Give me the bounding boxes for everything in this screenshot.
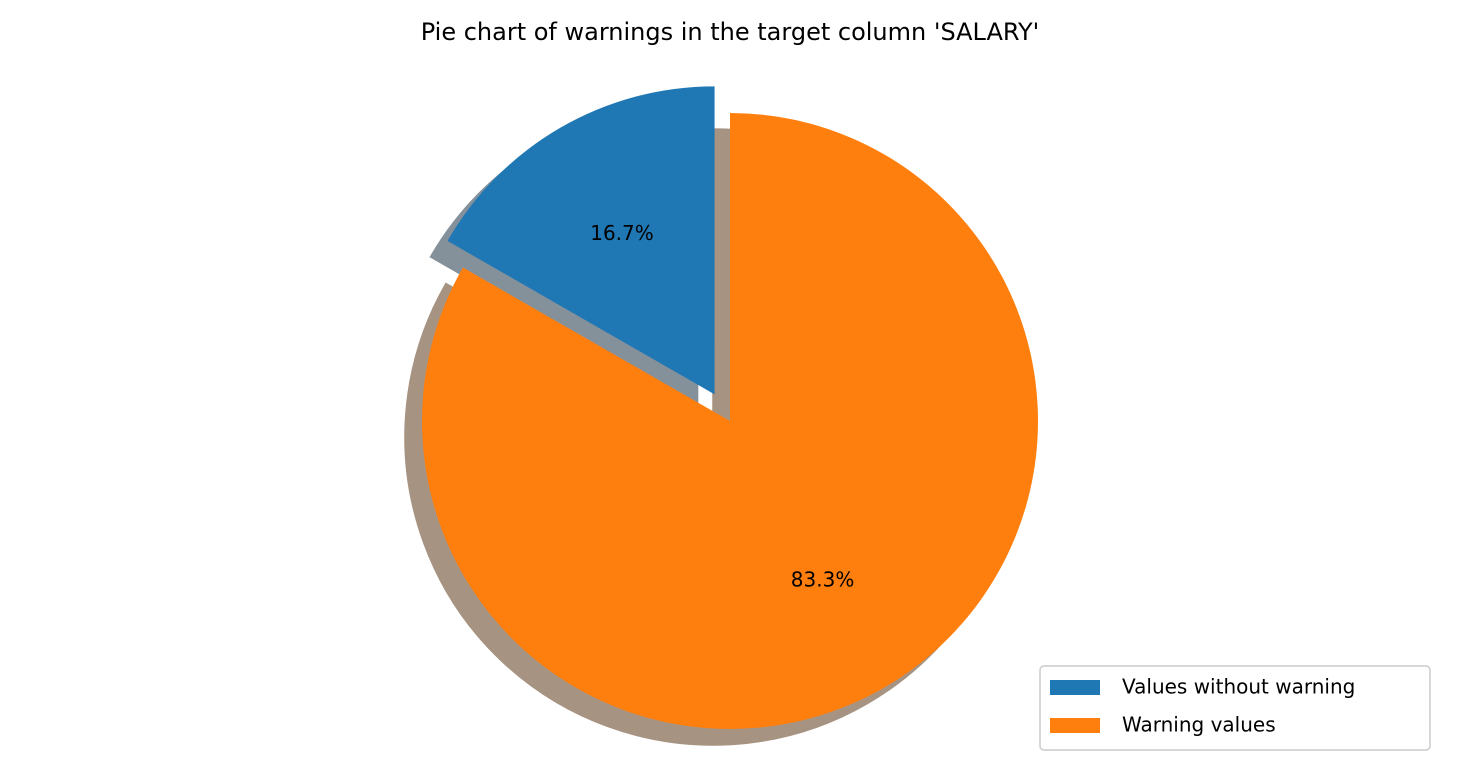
pie-wedge <box>447 86 715 395</box>
value-label: 16.7% <box>590 221 654 245</box>
chart-title: Pie chart of warnings in the target colu… <box>421 18 1040 46</box>
legend-box <box>1039 665 1431 751</box>
legend-label: Values without warning <box>1122 675 1355 699</box>
value-label: 83.3% <box>791 567 855 591</box>
legend-swatch <box>1050 718 1100 733</box>
legend: Values without warning Warning values <box>1039 665 1431 751</box>
legend-label: Warning values <box>1122 713 1276 737</box>
legend-swatch <box>1050 680 1100 695</box>
pie-wedge <box>421 113 1038 729</box>
